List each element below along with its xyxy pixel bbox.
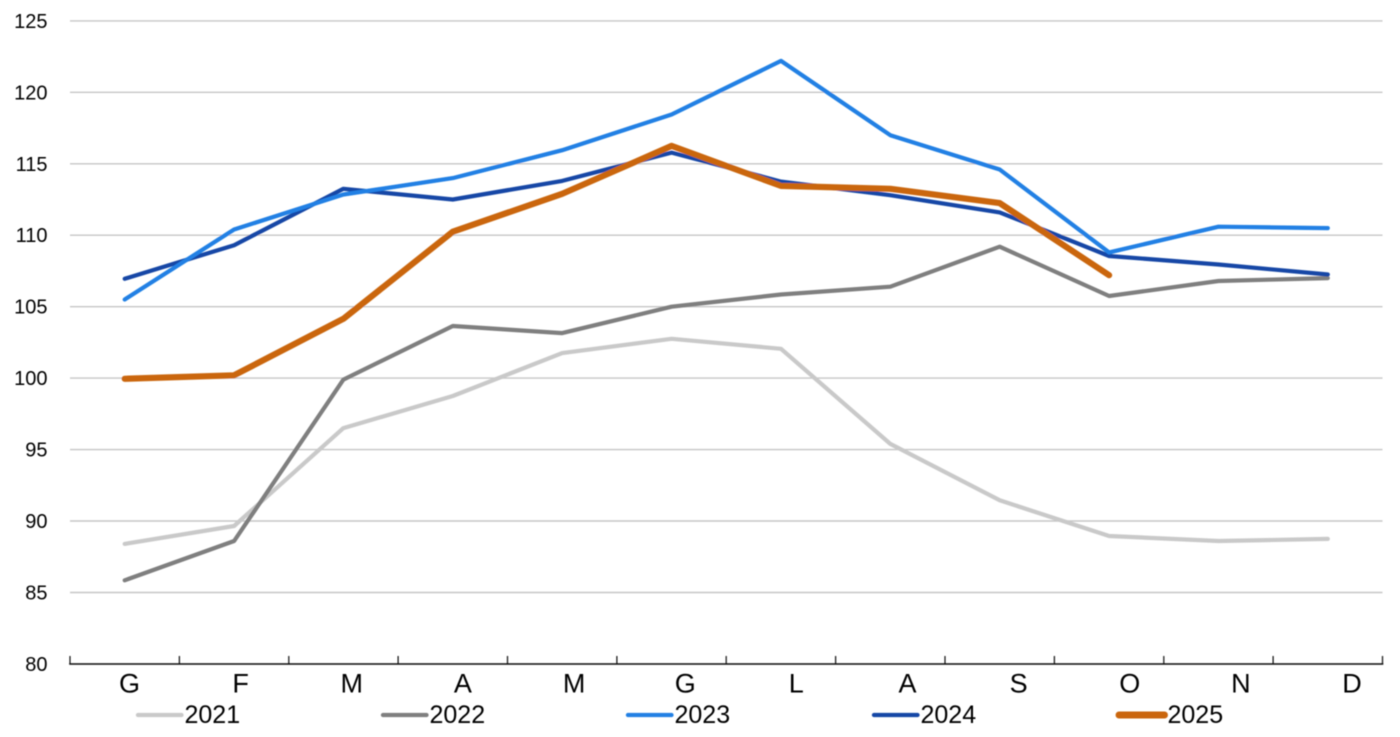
svg-text:110: 110: [16, 225, 48, 247]
svg-text:105: 105: [14, 297, 47, 319]
svg-text:2022: 2022: [430, 701, 486, 729]
svg-text:90: 90: [25, 511, 47, 533]
svg-text:120: 120: [14, 82, 47, 104]
svg-text:M: M: [563, 668, 586, 698]
svg-text:L: L: [789, 668, 804, 698]
svg-text:2023: 2023: [675, 701, 731, 729]
svg-text:M: M: [341, 668, 364, 698]
svg-text:G: G: [119, 668, 140, 698]
svg-text:N: N: [1231, 668, 1251, 698]
svg-text:2024: 2024: [921, 701, 977, 729]
svg-text:125: 125: [14, 11, 47, 33]
svg-text:100: 100: [14, 368, 47, 390]
svg-text:D: D: [1342, 668, 1362, 698]
svg-text:2025: 2025: [1168, 701, 1224, 729]
svg-text:O: O: [1119, 668, 1140, 698]
svg-text:A: A: [454, 668, 472, 698]
svg-text:A: A: [898, 668, 916, 698]
svg-text:80: 80: [25, 654, 47, 676]
svg-text:S: S: [1010, 668, 1028, 698]
svg-text:F: F: [232, 668, 249, 698]
svg-text:G: G: [675, 668, 696, 698]
svg-text:2021: 2021: [185, 701, 241, 729]
svg-text:115: 115: [16, 154, 48, 176]
svg-text:85: 85: [25, 583, 47, 605]
svg-text:95: 95: [25, 440, 47, 462]
